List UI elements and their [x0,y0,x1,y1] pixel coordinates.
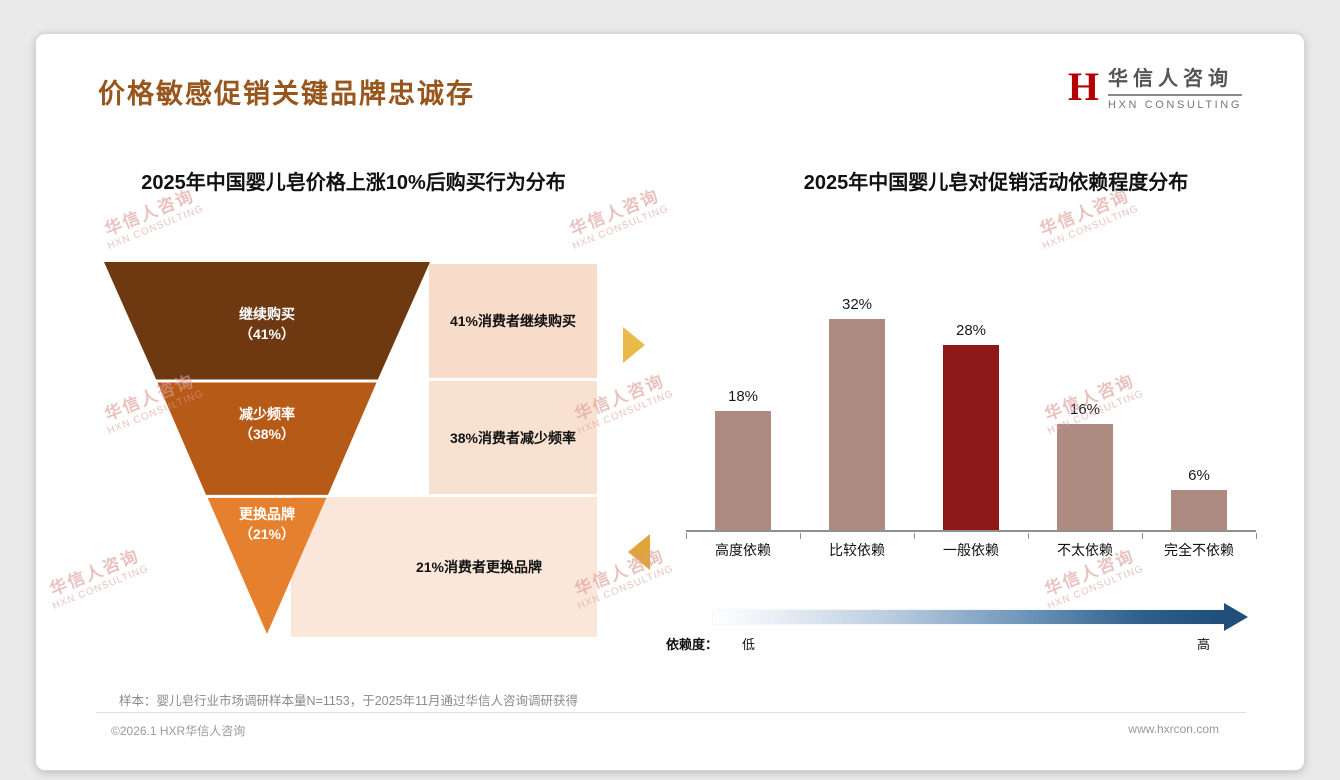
funnel-chart-title: 2025年中国婴儿皂价格上涨10%后购买行为分布 [141,172,566,194]
funnel-annotation-switch: 21%消费者更换品牌 [291,497,597,637]
bar-category-label: 比较依赖 [829,542,885,558]
bar-category-label: 不太依赖 [1057,542,1113,558]
dependence-high-label: 高 [1197,637,1211,652]
axis-tick [914,533,915,539]
dependence-axis-label: 依赖度： [666,637,719,652]
bar [829,319,885,530]
watermark-en: HXN CONSULTING [106,203,206,252]
page-title: 价格敏感促销关键品牌忠诚存 [98,79,475,109]
bar-chart-title: 2025年中国婴儿皂对促销活动依赖程度分布 [803,172,1189,194]
axis-tick [1142,533,1143,539]
bar-group: 28% [914,292,1028,530]
axis-tick [686,533,687,539]
funnel-step-label: 继续购买 （41%） [104,304,430,345]
logo-name-cn: 华信人咨询 [1108,62,1242,96]
bar-value-label: 28% [955,322,987,339]
right-triangle-icon [623,327,645,363]
bar [1171,490,1227,530]
logo-name-en: HXN CONSULTING [1108,99,1242,111]
logo-text: 华信人咨询 HXN CONSULTING [1108,62,1242,111]
funnel-annotation-reduce: 38%消费者减少频率 [429,381,597,494]
axis-tick [1256,533,1257,539]
funnel-step-name: 减少频率 [239,406,295,422]
dependence-arrow-head-icon [1224,603,1248,631]
funnel-step-continue [104,262,430,380]
footer-divider [96,712,1246,713]
bar-value-label: 6% [1188,467,1210,484]
funnel-step-label: 更换品牌 （21%） [104,504,430,545]
bar-group: 32% [800,292,914,530]
funnel-step-label: 减少频率 （38%） [104,404,430,445]
company-logo: H 华信人咨询 HXN CONSULTING [1068,62,1242,111]
sample-note: 样本：婴儿皂行业市场调研样本量N=1153，于2025年11月通过华信人咨询调研… [119,694,578,708]
dependence-low-label: 低 [742,637,756,652]
bar-group: 16% [1028,292,1142,530]
bar-group: 18% [686,292,800,530]
left-triangle-icon [628,534,650,570]
bar [715,411,771,530]
watermark-en: HXN CONSULTING [1041,203,1141,252]
bar-category-label: 高度依赖 [715,542,771,558]
watermark-en: HXN CONSULTING [1046,563,1146,612]
axis-tick [800,533,801,539]
funnel-step-name: 更换品牌 [239,506,295,522]
footer-url: www.hxrcon.com [1128,722,1219,736]
logo-h-icon: H [1067,63,1100,109]
bar-value-label: 32% [841,296,873,313]
footer-copyright: ©2026.1 HXR华信人咨询 [111,724,246,738]
axis-tick [1028,533,1029,539]
bar-value-label: 18% [727,388,759,405]
bar [943,345,999,530]
slide-card: 价格敏感促销关键品牌忠诚存 H 华信人咨询 HXN CONSULTING 202… [35,33,1305,771]
funnel-step-name: 继续购买 [239,306,295,322]
bar-group: 6% [1142,292,1256,530]
funnel-step-pct: （21%） [238,526,296,543]
watermark-en: HXN CONSULTING [571,203,671,252]
dependence-gradient-bar [713,610,1224,624]
bar-value-label: 16% [1069,401,1101,418]
bar-category-label: 一般依赖 [943,542,999,558]
bar-category-label: 完全不依赖 [1164,542,1234,558]
funnel-step-pct: （38%） [238,426,296,443]
bar [1057,424,1113,530]
funnel-step-pct: （41%） [238,326,296,343]
funnel-chart: 继续购买 （41%） 减少频率 （38%） 更换品牌 （21%） [104,262,430,634]
funnel-annotation-continue: 41%消费者继续购买 [429,264,597,378]
bar-chart-categories: 高度依赖 比较依赖 一般依赖 不太依赖 完全不依赖 [686,540,1256,560]
bar-chart-plot: 18% 32% 28% 16% 6% [686,292,1256,532]
